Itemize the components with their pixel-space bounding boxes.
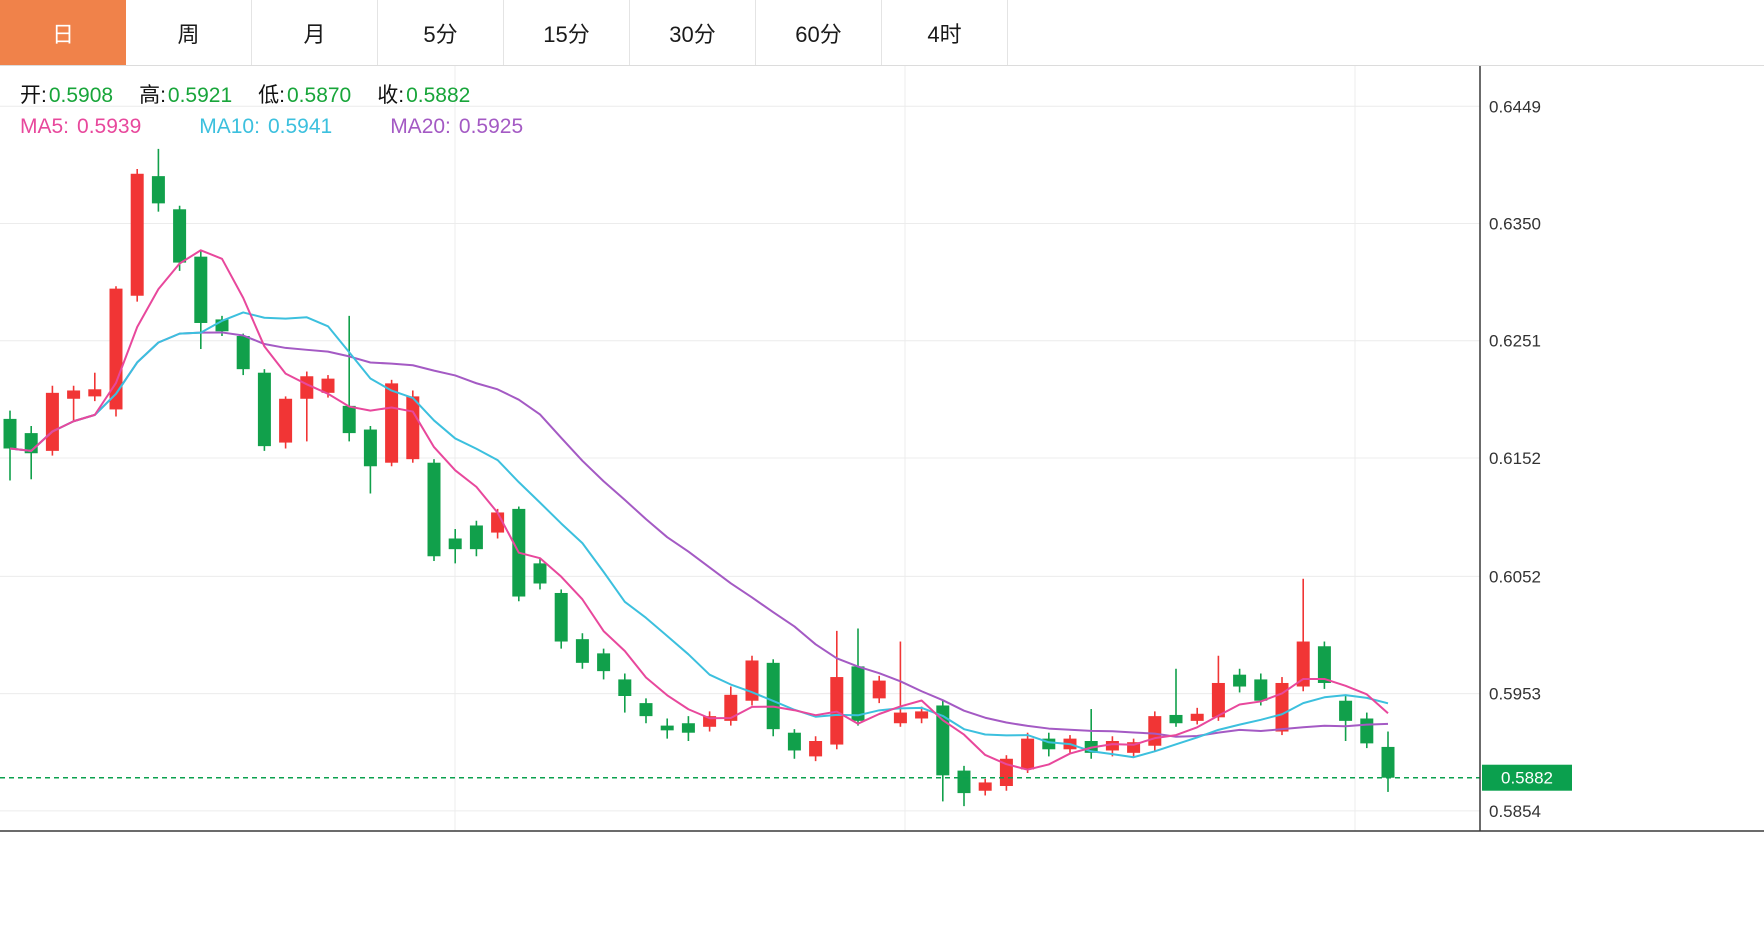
candle-body bbox=[279, 398, 293, 443]
ma-line-10 bbox=[9, 311, 1389, 759]
candlestick-chart[interactable]: 0.6449 0.6350 0.6251 0.6152 0.6052 0.5953 0.58… bbox=[0, 66, 1764, 933]
candle-body bbox=[1190, 713, 1204, 721]
y-axis-tick: 0.6449 bbox=[1489, 97, 1541, 116]
candle-body bbox=[1127, 742, 1141, 753]
candle-body bbox=[1233, 674, 1247, 687]
candle-body bbox=[215, 319, 229, 332]
ma-line-5 bbox=[9, 249, 1389, 771]
candle-body bbox=[618, 679, 632, 696]
candle-body bbox=[1296, 641, 1310, 687]
candle-body bbox=[1211, 682, 1225, 718]
candle-body bbox=[639, 703, 653, 717]
candle-body bbox=[533, 563, 547, 584]
current-price-badge bbox=[1482, 764, 1572, 791]
candle-body bbox=[957, 770, 971, 794]
candle-body bbox=[1317, 646, 1331, 683]
candle-body bbox=[3, 418, 17, 449]
y-axis-tick: 0.6152 bbox=[1489, 449, 1541, 468]
candle-body bbox=[469, 525, 483, 550]
tab-日[interactable]: 日 bbox=[0, 0, 126, 65]
candle-body bbox=[978, 782, 992, 791]
candle-body bbox=[1360, 718, 1374, 744]
candle-body bbox=[236, 336, 250, 370]
candle-body bbox=[321, 378, 335, 393]
candle-body bbox=[1148, 716, 1162, 746]
candle-body bbox=[1381, 746, 1395, 778]
tab-30分[interactable]: 30分 bbox=[630, 0, 756, 65]
candle-body bbox=[300, 376, 314, 399]
candle-body bbox=[257, 372, 271, 447]
candle-body bbox=[703, 716, 717, 727]
candle-body bbox=[109, 288, 123, 410]
y-axis-tick: 0.6052 bbox=[1489, 567, 1541, 586]
current-price-badge-label: 0.5882 bbox=[1501, 769, 1553, 788]
y-axis-tick: 0.5854 bbox=[1489, 802, 1541, 821]
candle-body bbox=[406, 396, 420, 460]
candle-body bbox=[448, 538, 462, 550]
timeframe-tabbar: 日周月 5分 15分 30分 60分 4时 bbox=[0, 0, 1764, 66]
candle-body bbox=[45, 392, 59, 451]
candle-body bbox=[385, 383, 399, 463]
tab-周[interactable]: 周 bbox=[126, 0, 252, 65]
candle-body bbox=[872, 680, 886, 699]
candle-body bbox=[915, 711, 929, 719]
candle-body bbox=[893, 712, 907, 724]
tab-60分[interactable]: 60分 bbox=[756, 0, 882, 65]
candle-body bbox=[1105, 741, 1119, 751]
ma-line-20 bbox=[9, 331, 1389, 738]
tab-月[interactable]: 月 bbox=[252, 0, 378, 65]
candle-body bbox=[851, 666, 865, 721]
candle-body bbox=[173, 209, 187, 263]
candle-body bbox=[1169, 714, 1183, 724]
candle-body bbox=[1021, 738, 1035, 770]
candle-body bbox=[724, 694, 738, 721]
candle-body bbox=[88, 389, 102, 397]
candle-body bbox=[1339, 700, 1353, 721]
candle-body bbox=[1042, 738, 1056, 750]
candle-body bbox=[681, 723, 695, 733]
candle-body bbox=[787, 732, 801, 751]
candle-body bbox=[554, 592, 568, 642]
candle-body bbox=[130, 173, 144, 296]
tab-4时[interactable]: 4时 bbox=[882, 0, 1008, 65]
tab-5分[interactable]: 5分 bbox=[378, 0, 504, 65]
candle-body bbox=[342, 405, 356, 434]
candle-body bbox=[1254, 679, 1268, 701]
candle-body bbox=[194, 256, 208, 323]
candle-body bbox=[67, 390, 81, 399]
candle-body bbox=[809, 741, 823, 757]
candle-body bbox=[766, 662, 780, 730]
candle-body bbox=[427, 462, 441, 557]
y-axis-tick: 0.6251 bbox=[1489, 332, 1541, 351]
candle-body bbox=[597, 653, 611, 672]
candle-body bbox=[151, 176, 165, 204]
y-axis-tick: 0.5953 bbox=[1489, 685, 1541, 704]
chart-area: 0.6449 0.6350 0.6251 0.6152 0.6052 0.5953 0.58… bbox=[0, 66, 1764, 933]
candle-body bbox=[660, 725, 674, 731]
candle-body bbox=[363, 429, 377, 467]
tab-15分[interactable]: 15分 bbox=[504, 0, 630, 65]
y-axis-tick: 0.6350 bbox=[1489, 215, 1541, 234]
candle-body bbox=[575, 639, 589, 663]
